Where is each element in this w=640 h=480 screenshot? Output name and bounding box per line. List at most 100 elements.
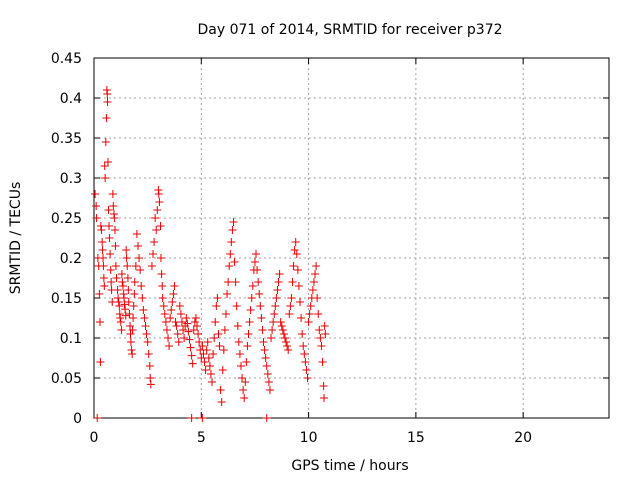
data-point-119 <box>176 310 185 318</box>
data-point-217 <box>282 338 291 346</box>
y-axis-label: SRMTID / TECUs <box>8 182 24 295</box>
data-point-131 <box>189 326 198 334</box>
data-point-128 <box>186 343 195 352</box>
data-point-93 <box>152 226 161 234</box>
data-point-57 <box>122 254 131 262</box>
data-point-25 <box>105 222 114 230</box>
data-point-9 <box>97 226 106 234</box>
data-point-108 <box>165 342 174 350</box>
data-point-80 <box>139 306 148 314</box>
data-point-151 <box>211 318 220 326</box>
data-point-65 <box>126 338 135 346</box>
data-point-82 <box>141 322 150 330</box>
y-tick-label-2: 0.1 <box>60 331 82 347</box>
data-point-109 <box>166 314 175 322</box>
data-point-164 <box>225 262 234 270</box>
data-point-178 <box>240 394 249 402</box>
data-point-194 <box>257 314 266 322</box>
data-point-166 <box>227 238 236 246</box>
data-point-188 <box>250 258 259 266</box>
data-point-195 <box>258 326 267 334</box>
data-point-54 <box>121 305 130 314</box>
data-point-209 <box>273 286 282 294</box>
data-point-177 <box>239 386 248 394</box>
data-point-235 <box>301 358 310 366</box>
data-point-58 <box>123 262 132 270</box>
data-point-14 <box>99 274 108 282</box>
data-point-238 <box>304 318 313 326</box>
data-point-1 <box>92 202 101 210</box>
data-point-247 <box>314 310 323 318</box>
data-point-22 <box>103 98 112 106</box>
data-point-181 <box>243 342 252 350</box>
data-point-47 <box>117 326 126 334</box>
data-point-256 <box>93 414 102 422</box>
data-point-259 <box>262 414 271 422</box>
y-tick-label-8: 0.4 <box>60 91 82 107</box>
data-point-112 <box>169 290 178 298</box>
x-tick-label-1: 5 <box>197 430 206 446</box>
data-point-213 <box>277 322 286 330</box>
data-point-219 <box>284 346 293 354</box>
data-point-39 <box>112 274 121 282</box>
data-point-133 <box>191 314 200 322</box>
plot-frame <box>93 57 610 419</box>
data-point-79 <box>138 294 147 302</box>
data-point-183 <box>245 318 254 326</box>
data-point-161 <box>221 310 230 318</box>
data-point-229 <box>294 282 303 290</box>
data-point-100 <box>157 270 166 278</box>
data-point-146 <box>205 362 214 370</box>
data-point-17 <box>101 174 110 182</box>
data-point-18 <box>101 138 110 146</box>
data-point-127 <box>185 335 194 344</box>
data-point-198 <box>261 354 270 362</box>
data-point-182 <box>244 330 253 338</box>
data-point-142 <box>201 366 210 374</box>
data-point-50 <box>118 282 127 290</box>
data-point-254 <box>320 322 329 330</box>
data-point-118 <box>175 302 184 310</box>
y-tick-label-0: 0 <box>73 411 82 427</box>
y-tick-label-4: 0.2 <box>60 251 82 267</box>
data-point-230 <box>296 298 304 306</box>
data-point-36 <box>111 226 120 234</box>
data-point-122 <box>180 334 189 342</box>
data-point-202 <box>265 386 274 394</box>
data-point-175 <box>236 362 245 370</box>
data-point-189 <box>252 250 261 258</box>
data-point-103 <box>159 302 168 310</box>
data-point-220 <box>285 310 294 318</box>
data-point-156 <box>216 386 225 394</box>
data-point-129 <box>187 351 196 360</box>
data-point-2 <box>92 214 101 222</box>
data-point-242 <box>308 286 317 294</box>
data-point-124 <box>182 314 191 322</box>
data-point-29 <box>107 278 116 286</box>
data-point-12 <box>99 254 108 262</box>
data-point-184 <box>246 306 255 314</box>
data-point-87 <box>146 374 155 382</box>
data-point-62 <box>125 310 134 318</box>
data-point-244 <box>311 270 320 278</box>
data-point-96 <box>154 190 163 198</box>
data-point-250 <box>317 342 326 350</box>
data-point-35 <box>110 214 119 222</box>
data-point-89 <box>147 262 156 270</box>
data-point-171 <box>232 302 241 310</box>
data-point-214 <box>278 326 287 334</box>
data-point-46 <box>116 318 125 326</box>
data-point-204 <box>268 326 277 334</box>
data-point-37 <box>111 242 120 250</box>
data-point-170 <box>231 278 240 286</box>
x-axis-label: GPS time / hours <box>291 458 408 474</box>
data-point-159 <box>219 346 228 354</box>
data-point-53 <box>120 300 129 309</box>
data-point-21 <box>103 90 112 98</box>
data-point-228 <box>293 266 302 274</box>
y-tick-label-7: 0.35 <box>51 131 82 147</box>
data-point-197 <box>260 346 269 354</box>
data-point-180 <box>242 358 251 366</box>
data-point-92 <box>151 214 160 222</box>
